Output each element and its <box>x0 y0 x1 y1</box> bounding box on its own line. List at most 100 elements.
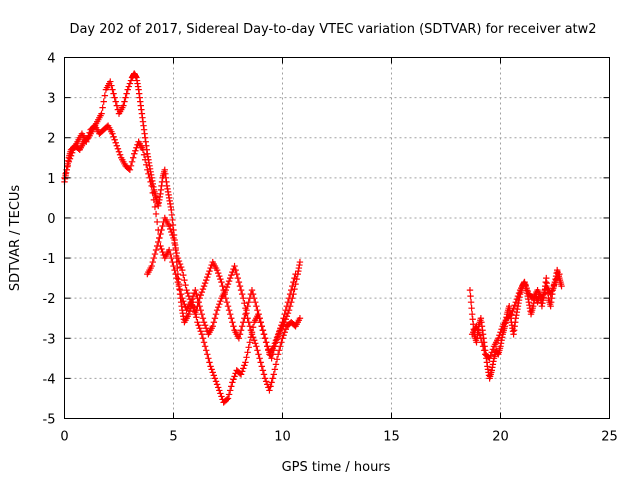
y-tick-label: -2 <box>43 292 56 307</box>
data-point <box>260 331 268 338</box>
data-point <box>486 355 493 362</box>
data-point <box>167 250 174 258</box>
data-point <box>196 294 203 302</box>
data-point <box>176 286 184 294</box>
data-point <box>223 396 231 403</box>
data-point <box>224 395 232 402</box>
data-point <box>241 315 248 322</box>
y-tick-label: -3 <box>43 332 56 347</box>
data-point <box>252 340 259 347</box>
data-point <box>133 144 140 151</box>
data-point <box>151 203 159 211</box>
data-point <box>175 282 183 290</box>
data-point <box>540 288 548 296</box>
data-point <box>272 337 280 344</box>
data-point <box>206 267 213 275</box>
data-point <box>168 228 175 236</box>
data-point <box>282 307 289 314</box>
data-point <box>189 304 197 312</box>
data-point <box>199 335 207 342</box>
data-point <box>282 326 289 333</box>
data-point <box>110 90 117 97</box>
data-point <box>479 343 487 350</box>
data-point <box>195 322 202 329</box>
data-point <box>212 378 220 385</box>
data-point <box>258 323 265 330</box>
data-point <box>221 290 228 298</box>
data-point <box>249 290 257 298</box>
data-point <box>224 280 232 288</box>
data-point <box>478 339 486 346</box>
data-point <box>237 286 245 294</box>
data-point <box>122 94 129 101</box>
data-point <box>523 284 530 292</box>
data-point <box>173 249 180 257</box>
data-point <box>140 151 148 158</box>
data-point <box>192 311 199 318</box>
data-point <box>240 319 247 326</box>
data-point <box>111 136 118 143</box>
data-point <box>107 78 114 85</box>
data-point <box>245 344 252 351</box>
data-point <box>196 325 203 332</box>
data-point <box>250 337 258 344</box>
data-point <box>112 139 119 146</box>
data-point <box>181 300 188 308</box>
data-point <box>110 133 117 140</box>
data-point <box>257 359 264 366</box>
data-point <box>198 311 206 318</box>
data-point <box>131 150 138 157</box>
data-point <box>231 373 238 380</box>
data-point <box>173 274 180 282</box>
data-point <box>101 92 109 99</box>
data-point <box>193 307 200 314</box>
data-point <box>84 135 91 142</box>
data-point <box>508 311 515 318</box>
data-point <box>180 271 187 279</box>
data-point <box>157 230 164 238</box>
data-point <box>547 290 554 298</box>
data-point <box>278 339 285 346</box>
data-point <box>175 257 183 265</box>
data-point <box>250 294 258 302</box>
data-point <box>283 302 291 310</box>
x-tick-label: 5 <box>169 430 177 445</box>
data-point <box>125 83 133 90</box>
data-point <box>109 130 116 137</box>
data-point <box>538 294 546 302</box>
data-point <box>203 276 210 284</box>
data-point <box>496 332 503 339</box>
data-point <box>281 329 288 336</box>
data-point <box>255 351 262 358</box>
data-point <box>276 347 283 354</box>
data-point <box>539 291 547 299</box>
y-tick-label: 1 <box>47 172 55 187</box>
data-point <box>253 302 260 310</box>
data-point <box>176 260 184 268</box>
data-point <box>285 294 293 302</box>
data-point <box>236 331 244 338</box>
data-point <box>225 277 233 285</box>
data-point <box>201 322 209 329</box>
data-point <box>281 311 288 318</box>
data-point <box>259 367 267 374</box>
grid <box>64 57 610 419</box>
y-tick-label: 0 <box>47 212 55 227</box>
data-point <box>512 298 519 306</box>
data-point <box>266 387 273 394</box>
data-point <box>228 383 235 390</box>
data-point <box>211 375 219 382</box>
data-point <box>199 285 207 293</box>
data-point <box>158 226 165 234</box>
data-point <box>153 218 161 226</box>
data-point <box>153 242 161 250</box>
data-point <box>209 323 216 330</box>
data-point <box>274 331 282 338</box>
data-point <box>205 355 212 362</box>
x-tick-label: 0 <box>60 430 68 445</box>
data-point <box>169 258 176 266</box>
data-point <box>127 162 135 169</box>
data-point <box>475 329 482 336</box>
data-point <box>225 307 233 314</box>
data-point <box>207 363 214 370</box>
